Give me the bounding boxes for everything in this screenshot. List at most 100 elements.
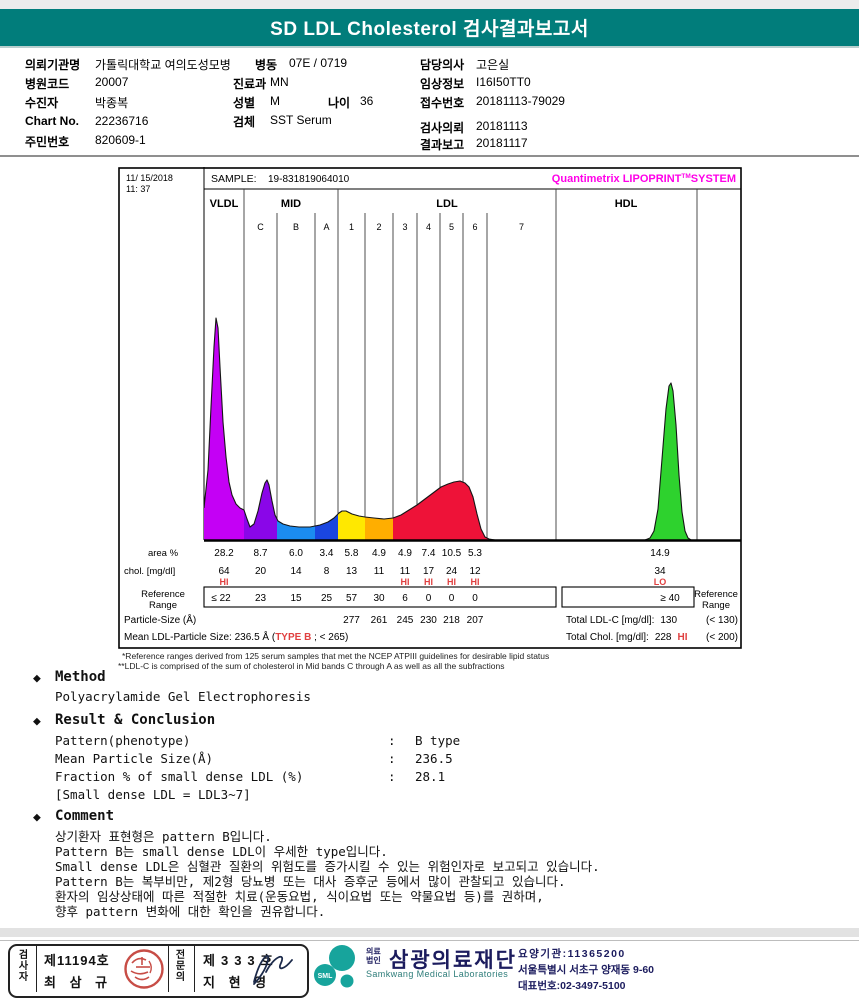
total-ldl-c-ref: (< 130) [706, 615, 738, 626]
org-info-phone: 대표번호:02-3497-5100 [518, 980, 626, 992]
ref-mid-b: 15 [290, 593, 302, 604]
area-ldl1: 5.8 [345, 548, 359, 559]
specialist-cert-no: 제333호 [203, 953, 279, 968]
band-title-ldl: LDL [436, 198, 458, 210]
sample-label: SAMPLE: [211, 173, 257, 185]
chol-ldl1: 13 [346, 566, 358, 577]
chol-ldl5: 24 [446, 566, 458, 577]
field-value-specimen: SST Serum [270, 113, 332, 127]
field-value-doctor: 고은실 [476, 58, 510, 72]
field-label-sex: 성별 [233, 96, 256, 110]
flag-ldl6: HI [471, 577, 480, 587]
ref-mid-a: 25 [321, 593, 333, 604]
area-hdl: 14.9 [650, 548, 670, 559]
report-title-bar: SD LDL Cholesterol 검사결과보고서 [0, 9, 859, 48]
row-label-particle-size: Particle-Size (Å) [124, 613, 196, 626]
brand-part2: SYSTEM [691, 173, 736, 185]
field-value-sex: M [270, 94, 280, 108]
result-row-pattern-colon: : [388, 733, 396, 748]
mean-prefix: Mean LDL-Particle Size: 236.5 Å ( [124, 630, 276, 643]
field-value-patient: 박종복 [95, 96, 129, 110]
lipoprint-chart-svg: 11/ 15/2018 11: 37 SAMPLE: 19-8318190640… [118, 167, 742, 649]
area-mid-c: 8.7 [254, 548, 268, 559]
field-label-clinical-info: 임상정보 [420, 77, 465, 91]
subband-label-b: B [293, 222, 299, 232]
row-label-ref2-left: Range [149, 600, 177, 611]
row-label-ref2-right: Range [702, 600, 730, 611]
ref-ldl4: 0 [426, 593, 432, 604]
psize-ldl1: 277 [343, 615, 360, 626]
sml-logo-icon: SML [314, 945, 355, 988]
chol-vldl: 64 [218, 566, 230, 577]
subband-label-5: 5 [449, 222, 454, 232]
total-chol: Total Chol. [mg/dl]: 228 HI [566, 632, 688, 643]
comment-line-1: 상기환자 표현형은 pattern B입니다. [55, 829, 272, 844]
field-label-order-date: 검사의뢰 [420, 121, 465, 135]
subband-label-7: 7 [519, 222, 524, 232]
sml-logo-abbr: SML [318, 973, 334, 980]
brand-part1: Quantimetrix LIPOPRINT [552, 173, 682, 185]
mean-particle-size: Mean LDL-Particle Size: 236.5 Å (TYPE B … [124, 630, 348, 643]
section-divider [0, 155, 859, 157]
field-value-institution: 가톨릭대학교 여의도성모병 [95, 58, 231, 72]
result-title: Result & Conclusion [55, 712, 216, 728]
flag-vldl: HI [220, 577, 229, 587]
org-prefix-line1: 의료 [366, 947, 381, 956]
ref-mid-c: 23 [255, 593, 267, 604]
footer-divider [0, 940, 859, 941]
ref-ldl3: 6 [402, 593, 408, 604]
psize-ldl3: 245 [397, 615, 414, 626]
field-value-report-date: 20181117 [476, 136, 528, 150]
specialist-role-label: 전문의 [173, 949, 184, 982]
psize-ldl2: 261 [371, 615, 388, 626]
electropherogram-outline [203, 317, 692, 541]
examiner-stamp-seal [124, 949, 164, 989]
ref-values: ≤ 22 23 15 25 57 30 6 0 0 0 ≥ 40 [211, 593, 680, 604]
psize-ldl4: 230 [420, 615, 437, 626]
field-label-specimen: 검체 [233, 115, 256, 129]
field-value-department: MN [270, 75, 289, 89]
subband-label-6: 6 [472, 222, 477, 232]
ref-ldl2: 30 [373, 593, 385, 604]
sample-id: 19-831819064010 [268, 174, 350, 185]
area-ldl2: 4.9 [372, 548, 386, 559]
chol-mid-c: 20 [255, 566, 267, 577]
comment-line-6: 향후 pattern 변화에 대한 확인을 권유합니다. [55, 904, 326, 919]
org-name-en: Samkwang Medical Laboratories [366, 969, 509, 979]
total-ldl-c-label: Total LDL-C [mg/dl]: [566, 615, 654, 626]
result-row-pattern-name: Pattern(phenotype) [55, 733, 191, 748]
chart-frame-lines [203, 167, 741, 540]
result-row-pattern-value: B type [415, 733, 461, 748]
brand-tm: TM [681, 173, 690, 180]
subband-label-c: C [257, 222, 264, 232]
flag-ldl4: HI [424, 577, 433, 587]
subband-label-a: A [323, 222, 329, 232]
result-row-fraction-name: Fraction % of small dense LDL (%) [55, 769, 304, 784]
subband-label-2: 2 [376, 222, 381, 232]
field-value-order-date: 20181113 [476, 119, 528, 133]
total-ldl-c: Total LDL-C [mg/dl]: 130 [566, 615, 677, 626]
field-label-age: 나이 [328, 96, 351, 110]
field-value-age: 36 [360, 94, 374, 108]
field-value-chart-no: 22236716 [95, 114, 149, 128]
chol-ldl4: 17 [423, 566, 435, 577]
row-label-area: area % [148, 548, 179, 559]
chart-gridlines [243, 189, 698, 540]
chol-ldl2: 11 [374, 566, 385, 577]
chol-ldl3: 11 [400, 566, 411, 577]
field-label-patient: 수진자 [25, 96, 59, 110]
signbox-divider-3 [194, 946, 195, 992]
field-label-chart-no: Chart No. [25, 114, 79, 128]
area-mid-a: 3.4 [320, 548, 334, 559]
result-bullet-icon: ◆ [33, 714, 41, 729]
result-row-fraction-colon: : [388, 769, 396, 784]
total-chol-flag: HI [678, 632, 688, 643]
area-vldl: 28.2 [214, 548, 234, 559]
total-chol-ref: (< 200) [706, 632, 738, 643]
chol-mid-a: 8 [324, 566, 330, 577]
org-info-address: 서울특별시 서초구 양재동 9-60 [518, 964, 655, 976]
area-ldl5: 10.5 [442, 548, 462, 559]
chart-date: 11/ 15/2018 [126, 173, 173, 183]
chol-values: 64 20 14 8 13 11 11 17 24 12 34 [218, 566, 666, 577]
field-value-clinical-info: I16I50TT0 [476, 75, 531, 89]
